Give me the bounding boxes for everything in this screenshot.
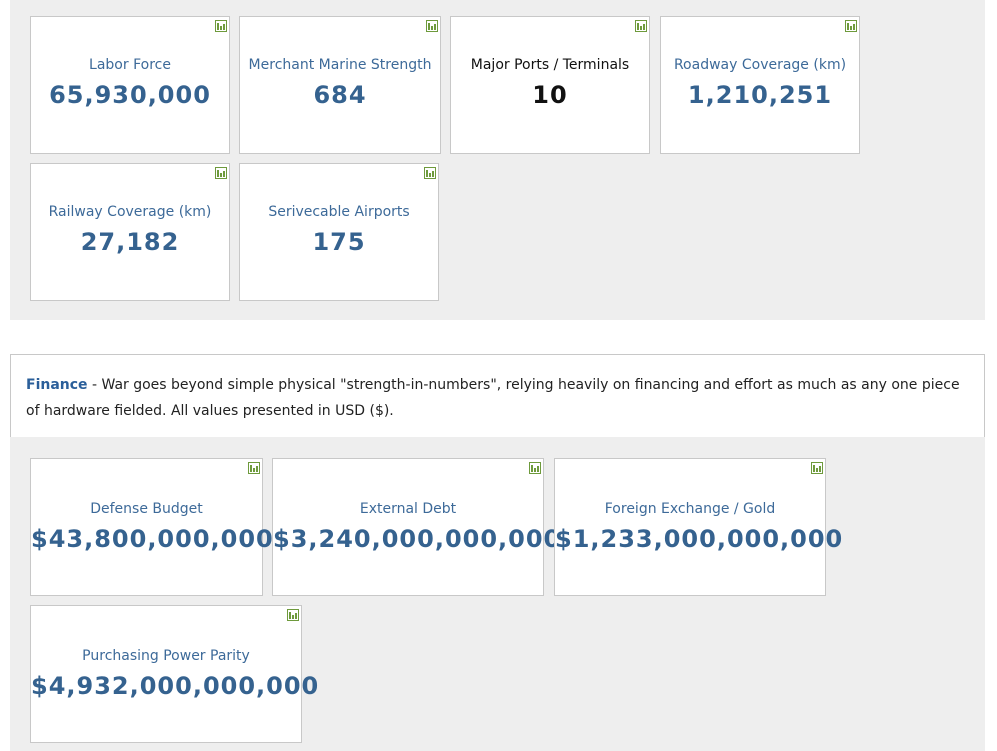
- stat-label: Merchant Marine Strength: [248, 57, 432, 73]
- stat-label: External Debt: [359, 501, 457, 517]
- finance-section-header: Finance - War goes beyond simple physica…: [10, 354, 985, 438]
- stat-label: Foreign Exchange / Gold: [604, 501, 776, 517]
- stat-label: Roadway Coverage (km): [673, 57, 847, 73]
- stat-card-labor-force: Labor Force 65,930,000: [30, 16, 230, 154]
- finance-description: War goes beyond simple physical "strengt…: [26, 377, 960, 419]
- stat-value: 27,182: [80, 228, 180, 256]
- stat-value: 10: [532, 81, 568, 109]
- stat-card-airports: Serivecable Airports 175: [239, 163, 439, 301]
- finance-separator: -: [87, 377, 102, 393]
- bar-chart-icon[interactable]: [287, 609, 299, 621]
- stat-label: Major Ports / Terminals: [470, 57, 630, 73]
- bar-chart-icon[interactable]: [424, 167, 436, 179]
- bar-chart-icon[interactable]: [215, 20, 227, 32]
- stat-card-external-debt: External Debt $3,240,000,000,000: [272, 458, 562, 596]
- bar-chart-icon[interactable]: [529, 462, 541, 474]
- finance-title: Finance: [26, 377, 88, 393]
- logistics-panel: Labor Force 65,930,000 Merchant Marine S…: [10, 0, 985, 320]
- bar-chart-icon[interactable]: [248, 462, 260, 474]
- stat-value: 1,210,251: [687, 81, 833, 109]
- stat-card-railway: Railway Coverage (km) 27,182: [30, 163, 230, 301]
- stat-label: Defense Budget: [90, 501, 203, 517]
- stat-value: $4,932,000,000,000: [31, 672, 320, 700]
- stat-label: Railway Coverage (km): [48, 204, 212, 220]
- stat-value: 65,930,000: [49, 81, 211, 109]
- stat-card-defense-budget: Defense Budget $43,800,000,000: [30, 458, 274, 596]
- bar-chart-icon[interactable]: [426, 20, 438, 32]
- stat-card-roadway: Roadway Coverage (km) 1,210,251: [660, 16, 860, 154]
- stat-value: $3,240,000,000,000: [273, 525, 562, 553]
- stat-value: 175: [312, 228, 366, 256]
- stat-card-foreign-exchange: Foreign Exchange / Gold $1,233,000,000,0…: [554, 458, 844, 596]
- bar-chart-icon[interactable]: [845, 20, 857, 32]
- bar-chart-icon[interactable]: [811, 462, 823, 474]
- stat-value: $43,800,000,000: [31, 525, 274, 553]
- stat-label: Purchasing Power Parity: [82, 648, 250, 664]
- finance-panel: Defense Budget $43,800,000,000 External …: [10, 437, 985, 751]
- stat-label: Labor Force: [89, 57, 171, 73]
- stat-card-major-ports: Major Ports / Terminals 10: [450, 16, 650, 154]
- stat-value: 684: [313, 81, 367, 109]
- stat-card-merchant-marine: Merchant Marine Strength 684: [239, 16, 441, 154]
- stat-value: $1,233,000,000,000: [555, 525, 844, 553]
- bar-chart-icon[interactable]: [215, 167, 227, 179]
- bar-chart-icon[interactable]: [635, 20, 647, 32]
- stat-card-purchasing-power: Purchasing Power Parity $4,932,000,000,0…: [30, 605, 320, 743]
- stat-label: Serivecable Airports: [268, 204, 410, 220]
